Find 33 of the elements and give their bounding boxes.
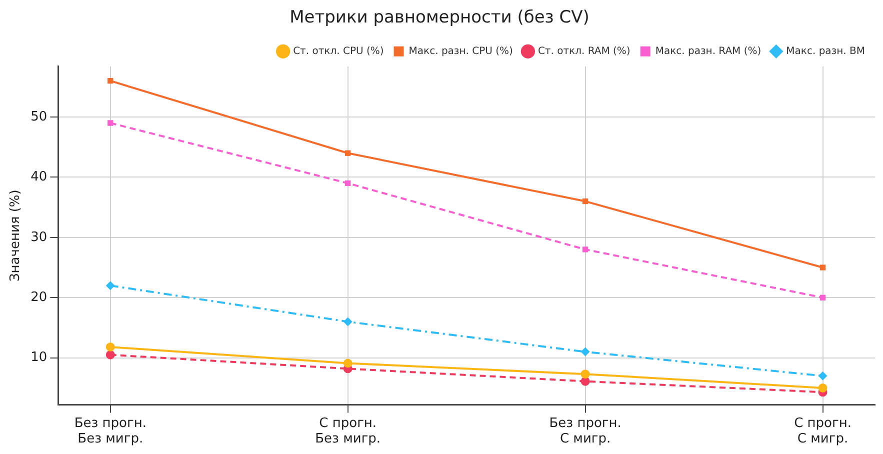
x-tick-label: Без прогн. Без мигр. [74, 416, 146, 447]
y-axis-title: Значения (%) [8, 190, 24, 282]
point [582, 198, 588, 204]
point [818, 383, 828, 392]
point [343, 358, 352, 368]
chart-title: Метрики равномерности (без CV) [290, 8, 590, 28]
y-tick-label: 50 [30, 109, 48, 124]
legend-label: Ст. откл. RAM (%) [538, 46, 630, 57]
y-tick-label: 30 [30, 230, 48, 245]
legend-label: Ст. откл. CPU (%) [293, 46, 384, 57]
point [108, 78, 114, 84]
legend-label: Макс. разн. RAM (%) [655, 46, 762, 57]
point [820, 264, 826, 270]
point [106, 281, 115, 290]
legend-label: Макс. разн. ВМ [786, 46, 865, 57]
point [345, 180, 351, 186]
y-tick-label: 20 [30, 290, 48, 305]
point [820, 294, 826, 300]
y-tick-label: 40 [30, 170, 48, 185]
x-tick-label: Без прогн. С мигр. [549, 416, 622, 447]
point [818, 371, 828, 380]
point [580, 370, 590, 379]
x-tick-label: С прогн. Без мигр. [315, 416, 381, 447]
y-tick-label: 10 [30, 350, 48, 366]
point [106, 342, 115, 352]
legend-label: Макс. разн. CPU (%) [408, 46, 514, 57]
point [108, 120, 114, 126]
x-tick-label: С прогн. С мигр. [794, 416, 852, 447]
point [582, 246, 588, 252]
point [106, 350, 115, 360]
point [345, 150, 351, 156]
point [343, 317, 352, 326]
point [580, 347, 590, 356]
